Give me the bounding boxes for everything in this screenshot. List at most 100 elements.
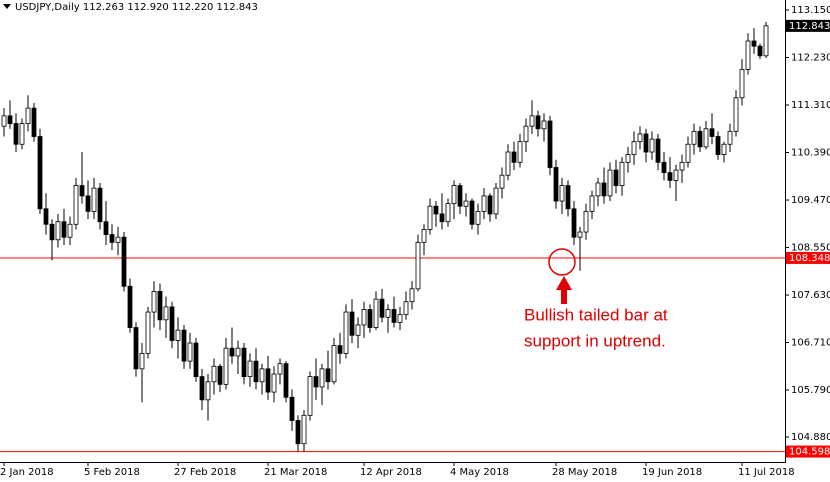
price-box <box>786 251 830 264</box>
candle-body <box>715 136 721 155</box>
candle-body <box>739 68 745 99</box>
candle-body <box>565 185 571 210</box>
candle-body <box>307 376 313 416</box>
candle-body <box>241 347 247 378</box>
candle-body <box>1 115 7 127</box>
candle-body <box>103 221 109 236</box>
candle-body <box>253 360 259 383</box>
candle-body <box>19 123 25 145</box>
candle-body <box>283 363 289 398</box>
x-tick-label: 28 May 2018 <box>552 467 617 478</box>
candle-body <box>133 327 139 370</box>
candle-body <box>757 45 763 57</box>
candle-body <box>319 368 325 388</box>
candle-body <box>673 169 679 181</box>
candle-body <box>7 115 13 125</box>
candle-body <box>691 130 697 145</box>
y-tick-label: 104.880 <box>791 432 830 443</box>
candle-body <box>727 130 733 145</box>
candle-body <box>409 288 415 303</box>
candle-body <box>457 185 463 207</box>
candle-body <box>163 306 169 321</box>
candle-body <box>685 143 691 163</box>
candle-body <box>439 213 445 223</box>
y-tick-label: 112.230 <box>791 53 830 64</box>
candle-body <box>313 376 319 388</box>
candle-body <box>223 347 229 385</box>
candle-body <box>211 365 217 383</box>
candle-body <box>751 40 757 47</box>
candle-body <box>25 107 31 125</box>
candle-body <box>67 223 73 238</box>
candle-body <box>649 138 655 153</box>
candle-body <box>445 203 451 223</box>
menu-icon <box>3 4 11 9</box>
candle-body <box>187 342 193 362</box>
x-tick-label: 2 Jan 2018 <box>0 467 54 478</box>
candle-body <box>37 136 43 210</box>
candle-body <box>523 125 529 143</box>
candle-body <box>631 141 637 155</box>
candle-body <box>583 210 589 233</box>
candle-body <box>547 120 553 168</box>
candle-body <box>337 345 343 354</box>
candle-body <box>49 223 55 241</box>
candle-body <box>391 309 397 323</box>
candle-body <box>541 120 547 130</box>
candle-body <box>325 368 331 383</box>
candle-body <box>157 291 163 321</box>
candle-body <box>469 200 475 225</box>
candle-body <box>625 154 631 163</box>
y-tick-label: 109.470 <box>791 195 830 206</box>
x-tick-label: 21 Mar 2018 <box>264 467 327 478</box>
candle-body <box>637 133 643 143</box>
candle-body <box>475 210 481 225</box>
last-price-label: 112.843 <box>789 21 830 32</box>
candle-body <box>31 107 37 137</box>
candle-body <box>199 376 205 401</box>
candle-body <box>553 167 559 202</box>
candle-body <box>265 368 271 393</box>
candle-body <box>697 130 703 148</box>
candle-body <box>61 221 67 238</box>
candle-body <box>403 301 409 316</box>
y-tick-label: 111.310 <box>791 100 830 111</box>
candle-body <box>709 128 715 137</box>
candle-body <box>85 195 91 212</box>
y-tick-label: 110.390 <box>791 148 830 159</box>
candle-body <box>331 345 337 383</box>
candle-body <box>235 347 241 357</box>
candle-body <box>229 347 235 357</box>
candle-body <box>55 221 61 241</box>
candle-body <box>295 420 301 445</box>
candle-body <box>571 208 577 238</box>
annotation-text: support in uptrend. <box>524 331 666 350</box>
annotation-text: Bullish tailed bar at <box>524 305 668 324</box>
candle-body <box>373 298 379 328</box>
x-tick-label: 4 May 2018 <box>450 467 509 478</box>
y-tick-label: 107.630 <box>791 290 830 301</box>
candle-body <box>577 231 583 238</box>
candle-body <box>679 161 685 171</box>
x-tick-label: 5 Feb 2018 <box>84 467 140 478</box>
candle-body <box>643 133 649 153</box>
candle-body <box>559 185 565 202</box>
candle-body <box>613 169 619 186</box>
candle-body <box>13 123 19 145</box>
y-tick-label: 108.550 <box>791 243 830 254</box>
candle-body <box>529 115 535 127</box>
candle-body <box>607 169 613 197</box>
price-label: 108.348 <box>789 253 830 264</box>
candle-body <box>79 185 85 197</box>
highlight-circle <box>548 248 576 276</box>
candle-body <box>379 298 385 318</box>
candle-body <box>589 195 595 212</box>
candle-body <box>169 306 175 341</box>
candle-body <box>151 291 157 313</box>
candle-body <box>349 311 355 336</box>
candle-body <box>667 172 673 181</box>
candle-body <box>745 40 751 70</box>
candle-body <box>619 161 625 186</box>
candle-body <box>499 174 505 189</box>
